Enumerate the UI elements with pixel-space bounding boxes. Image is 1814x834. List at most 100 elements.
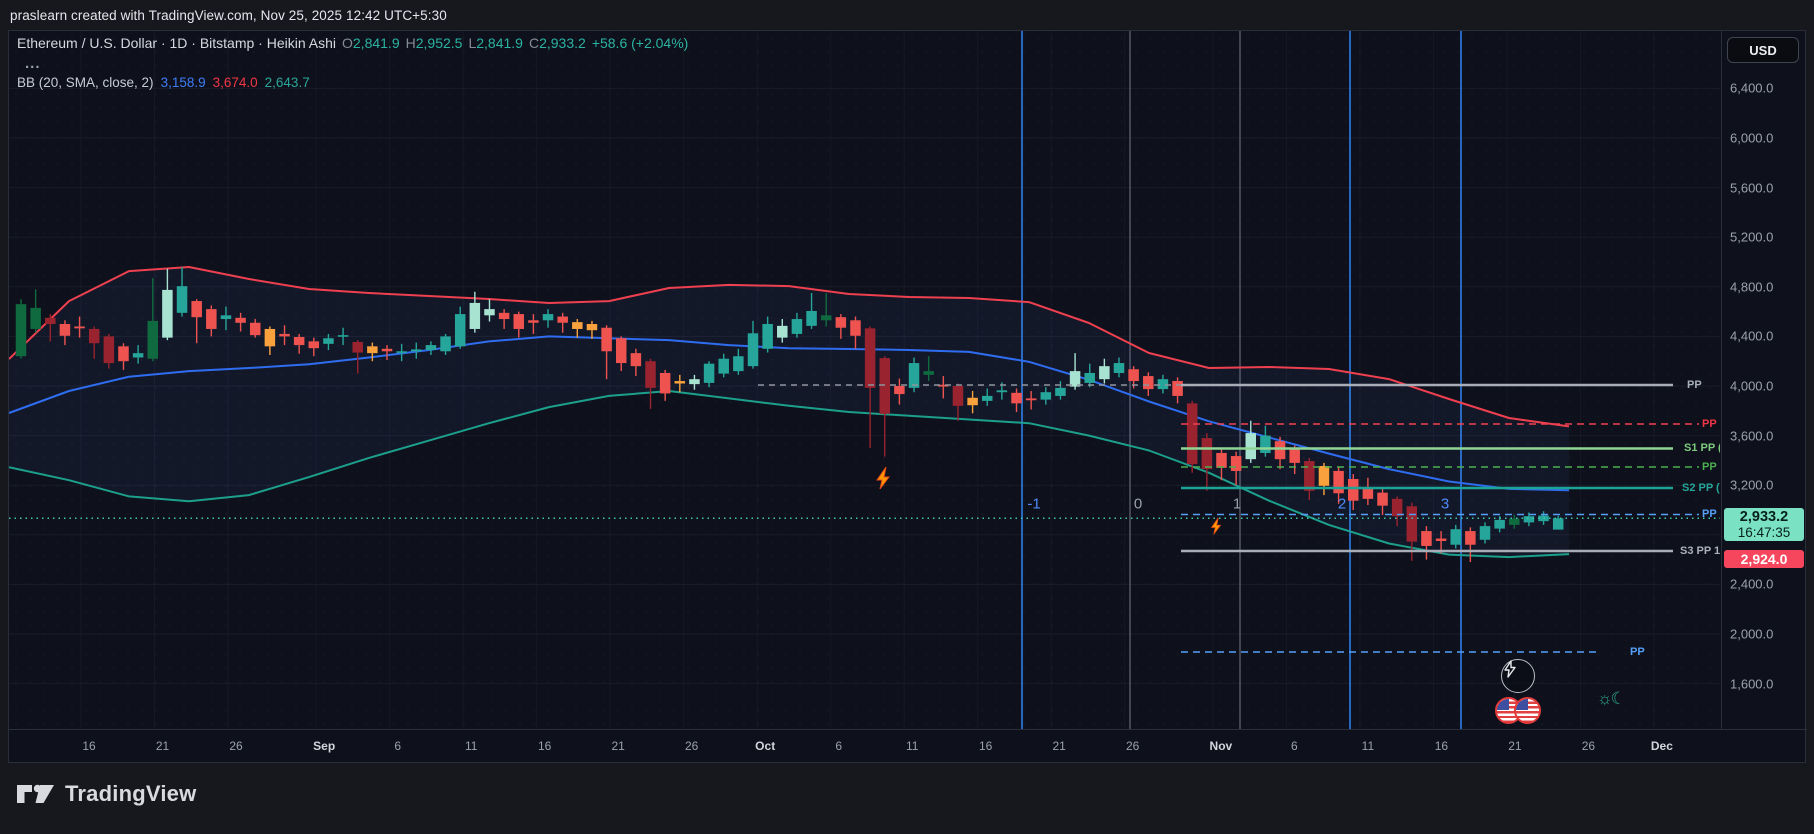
candle	[1128, 369, 1139, 382]
time-axis-label[interactable]: 26	[685, 739, 699, 753]
candle	[1494, 519, 1505, 529]
time-axis-label[interactable]: 16	[1434, 739, 1449, 753]
price-chart	[9, 31, 1720, 729]
candle	[513, 314, 525, 329]
day-night-toggle-icon[interactable]: ☼☾	[1597, 689, 1626, 708]
time-axis-label[interactable]: 26	[1126, 739, 1140, 753]
candle	[1391, 498, 1403, 517]
tradingview-logo[interactable]: TradingView	[16, 781, 196, 807]
candle	[689, 379, 700, 385]
candle	[1289, 449, 1300, 463]
candle	[1245, 433, 1257, 460]
time-axis-label[interactable]: 6	[835, 739, 843, 753]
candle	[1465, 531, 1476, 545]
candle	[908, 363, 920, 388]
time-axis-label[interactable]: 16	[82, 739, 96, 753]
candle	[469, 302, 481, 329]
legend-more-ellipsis[interactable]: ...	[25, 55, 41, 72]
time-axis[interactable]: 16 21 26 Sep 6 11 16 21 26 Oct 6 11 16 21 26 Nov 6 11 16 21…	[9, 729, 1807, 763]
price-axis[interactable]: USD 6,400.0 6,000.0 5,600.0 5,200.0 4,800.0 4…	[1721, 31, 1807, 729]
ohlc-values: O2,841.9 H2,952.5 L2,841.9 C2,933.2	[336, 35, 586, 51]
candle	[176, 286, 188, 313]
ohlc-key: O	[342, 35, 353, 51]
symbol-title[interactable]: Ethereum / U.S. Dollar · 1D · Bitstamp ·…	[17, 35, 336, 51]
candle	[952, 386, 964, 406]
candle	[894, 386, 905, 395]
candle	[572, 322, 583, 329]
candle	[1377, 492, 1388, 506]
price-axis-label: 2,000.0	[1730, 626, 1774, 642]
us-flag-icon-2[interactable]	[1514, 697, 1541, 724]
candle	[1274, 441, 1286, 460]
candle	[293, 337, 305, 346]
numbered-annotation: 3	[1440, 495, 1450, 513]
candle	[1421, 531, 1432, 546]
candle	[88, 328, 100, 344]
candle	[879, 358, 891, 414]
time-axis-label[interactable]: 21	[611, 739, 625, 753]
pivot-label: S3 PP 1	[1680, 545, 1720, 557]
time-axis-label[interactable]: Sep	[313, 739, 336, 753]
candle	[835, 317, 847, 328]
candle	[601, 327, 612, 352]
price-axis-label: 2,400.0	[1730, 576, 1774, 592]
time-axis-label[interactable]: 26	[229, 739, 243, 753]
candle	[1509, 518, 1520, 525]
candle	[1040, 392, 1052, 400]
time-axis-label[interactable]: Nov	[1209, 739, 1233, 753]
candle	[1450, 529, 1461, 545]
candle	[411, 349, 422, 352]
lightning-circle-icon[interactable]	[1501, 659, 1535, 693]
time-axis-label[interactable]: 11	[1361, 739, 1375, 753]
price-axis-label: 6,400.0	[1730, 80, 1774, 96]
candle	[15, 304, 27, 357]
candle	[220, 315, 232, 320]
candle	[279, 333, 290, 337]
time-axis-label[interactable]: 11	[905, 739, 919, 753]
symbol-row[interactable]: Ethereum / U.S. Dollar · 1D · Bitstamp ·…	[17, 35, 688, 51]
time-axis-label[interactable]: Dec	[1650, 739, 1673, 753]
pivot-label: PP	[1702, 418, 1717, 430]
bar-countdown: 16:47:35	[1737, 525, 1791, 540]
time-axis-label[interactable]: 16	[538, 739, 552, 753]
candle	[1069, 371, 1081, 387]
indicator-value: 2,643.7	[264, 75, 310, 90]
indicator-row[interactable]: BB (20, SMA, close, 2) 3,158.9 3,674.0 2,64…	[17, 75, 688, 90]
candle	[1318, 465, 1330, 486]
indicator-name[interactable]: BB (20, SMA, close, 2)	[17, 75, 154, 90]
candle	[820, 315, 832, 321]
numbered-annotation: -1	[1027, 495, 1041, 513]
candle	[308, 341, 320, 349]
time-axis-label[interactable]: 26	[1581, 739, 1596, 753]
time-axis-label[interactable]: 6	[1291, 739, 1298, 753]
numbered-annotation: 1	[1232, 495, 1242, 513]
candle	[191, 301, 202, 318]
time-axis-label[interactable]: 16	[979, 739, 993, 753]
time-axis-label[interactable]: 21	[1052, 739, 1066, 753]
time-axis-label[interactable]: 11	[464, 739, 478, 753]
candle	[674, 381, 686, 384]
time-axis-label[interactable]: Oct	[755, 739, 776, 753]
candle	[1143, 376, 1154, 390]
time-axis-label[interactable]: 6	[394, 739, 402, 753]
candle	[806, 310, 817, 326]
candle	[1260, 435, 1271, 453]
pivot-label: S2 PP (	[1682, 482, 1720, 494]
tradingview-brand-text[interactable]: TradingView	[65, 781, 197, 806]
currency-usd-button[interactable]: USD	[1727, 37, 1799, 63]
candle	[132, 353, 144, 358]
footer-bar: TradingView	[0, 763, 1814, 834]
time-axis-label[interactable]: 21	[155, 739, 170, 753]
candle	[323, 338, 334, 344]
candle	[74, 326, 85, 329]
candle	[1011, 392, 1022, 404]
chart-pane[interactable]: Ethereum / U.S. Dollar · 1D · Bitstamp ·…	[9, 31, 1720, 729]
time-axis-label[interactable]: 21	[1508, 739, 1522, 753]
numbered-annotation: 0	[1133, 495, 1143, 513]
candle	[586, 324, 598, 331]
candle	[1186, 403, 1198, 465]
tradingview-logo-icon	[17, 784, 54, 803]
candle	[381, 348, 393, 352]
candle	[206, 309, 217, 329]
candle	[733, 356, 744, 372]
